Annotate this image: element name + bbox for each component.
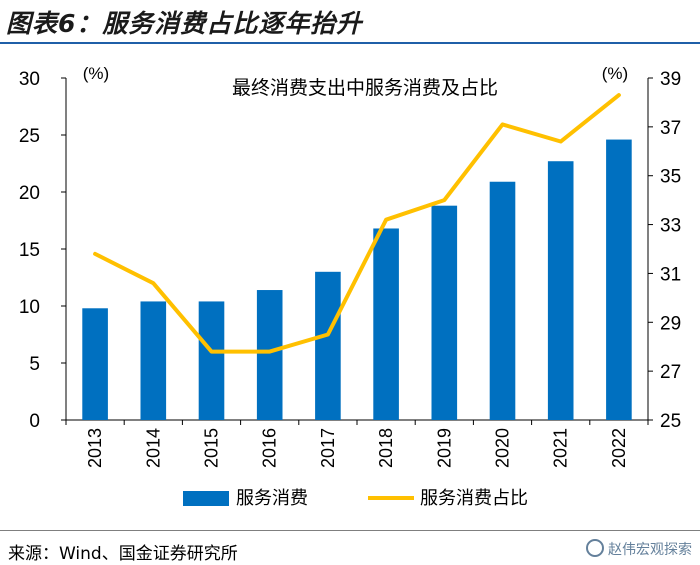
x-tick-label: 2014 (143, 428, 163, 468)
bar-2015 (198, 301, 225, 420)
line-series (93, 93, 621, 354)
bar-2016 (256, 290, 283, 420)
bar-2021 (547, 161, 574, 420)
legend-bar-swatch (183, 491, 229, 506)
line-point-2022 (617, 93, 621, 97)
x-tick-label: 2021 (551, 428, 571, 468)
bar-series (82, 139, 632, 420)
left-axis-unit: (%) (83, 64, 109, 83)
x-tick-label: 2016 (260, 428, 280, 468)
right-tick-label: 31 (660, 264, 681, 285)
line-point-2018 (384, 218, 388, 222)
source-note: 来源：Wind、国金证券研究所 (8, 544, 238, 564)
line-point-2021 (559, 140, 563, 144)
x-tick-label: 2013 (85, 428, 105, 468)
line-point-2014 (151, 281, 155, 285)
right-tick-label: 29 (660, 313, 681, 334)
legend: 服务消费 服务消费占比 (183, 488, 528, 509)
x-tick-label: 2020 (493, 428, 513, 468)
watermark-text: 赵伟宏观探索 (608, 542, 692, 558)
right-axis: 25 27 29 31 33 35 37 39 (648, 69, 681, 432)
line-point-2017 (326, 333, 330, 336)
bar-2013 (82, 308, 108, 420)
left-tick-label: 10 (19, 297, 40, 318)
left-tick-label: 5 (29, 354, 40, 375)
bar-2014 (140, 301, 167, 420)
left-tick-label: 25 (19, 126, 40, 147)
left-tick-label: 30 (19, 69, 40, 90)
left-tick-label: 0 (29, 411, 40, 432)
bar-2019 (431, 205, 458, 420)
right-axis-unit: (%) (602, 64, 628, 83)
x-tick-label: 2017 (318, 428, 338, 468)
left-tick-label: 20 (19, 183, 40, 204)
source-divider (0, 530, 700, 531)
right-tick-label: 37 (660, 118, 681, 139)
bar-2018 (373, 228, 399, 420)
line-point-2015 (210, 350, 213, 354)
line-point-2013 (93, 252, 97, 256)
right-tick-label: 39 (660, 69, 681, 90)
legend-bar-label: 服务消费 (236, 488, 308, 509)
bar-2020 (489, 181, 516, 420)
figure-title: 图表6：服务消费占比逐年抬升 (6, 9, 363, 38)
watermark: 赵伟宏观探索 (586, 539, 692, 559)
bar-2022 (606, 139, 632, 420)
right-tick-label: 33 (660, 216, 681, 237)
bar-2017 (315, 271, 341, 420)
title-divider (0, 42, 700, 44)
legend-line-label: 服务消费占比 (420, 488, 528, 509)
right-tick-label: 35 (660, 167, 681, 188)
x-tick-label: 2015 (202, 428, 222, 468)
x-tick-label: 2022 (609, 428, 629, 468)
right-tick-label: 25 (660, 411, 681, 432)
x-axis: 2013 2014 2015 2016 2017 2018 2019 2020 2021 2022 (65, 420, 649, 468)
line-path (93, 93, 621, 354)
line-point-2019 (442, 198, 446, 202)
line-point-2020 (501, 122, 504, 126)
chart-title: 最终消费支出中服务消费及占比 (232, 77, 498, 99)
left-axis: 0 5 10 15 20 25 30 (19, 69, 66, 432)
x-tick-label: 2019 (434, 428, 454, 468)
left-tick-label: 15 (19, 240, 40, 261)
wechat-icon (586, 539, 604, 557)
x-tick-label: 2018 (376, 428, 396, 468)
right-tick-label: 27 (660, 362, 681, 383)
line-point-2016 (268, 350, 272, 354)
